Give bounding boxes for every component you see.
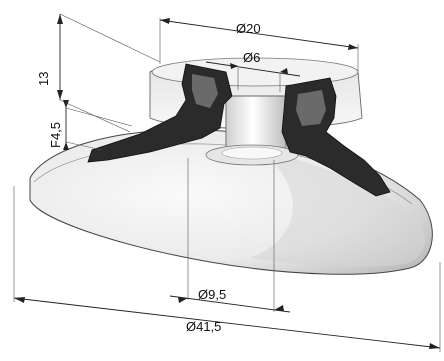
cup-diameter-label: Ø41,5 (186, 319, 221, 334)
lip-height-label: F4,5 (48, 122, 63, 148)
top-diameter-label: Ø20 (236, 21, 261, 36)
dim-neck-diameter: Ø9,5 (169, 158, 291, 313)
bore-diameter-label: Ø6 (243, 50, 260, 65)
dim-lip-height: F4,5 (48, 100, 133, 151)
rubber-highlight-right (296, 90, 326, 126)
dim-cup-diameter: Ø41,5 (13, 186, 441, 352)
suction-cup-part (29, 57, 433, 275)
cup-shadow (250, 150, 425, 267)
dim-height: 13 (36, 13, 161, 133)
dim-bore-diameter: Ø6 (205, 50, 301, 92)
dim-top-diameter: Ø20 (159, 18, 359, 72)
neck-diameter-label: Ø9,5 (198, 287, 226, 302)
rubber-highlight-left (192, 74, 218, 108)
neck-base-inner (221, 146, 283, 160)
dimensions: Ø20 Ø6 13 F4,5 (13, 13, 441, 352)
height-label: 13 (36, 72, 51, 86)
